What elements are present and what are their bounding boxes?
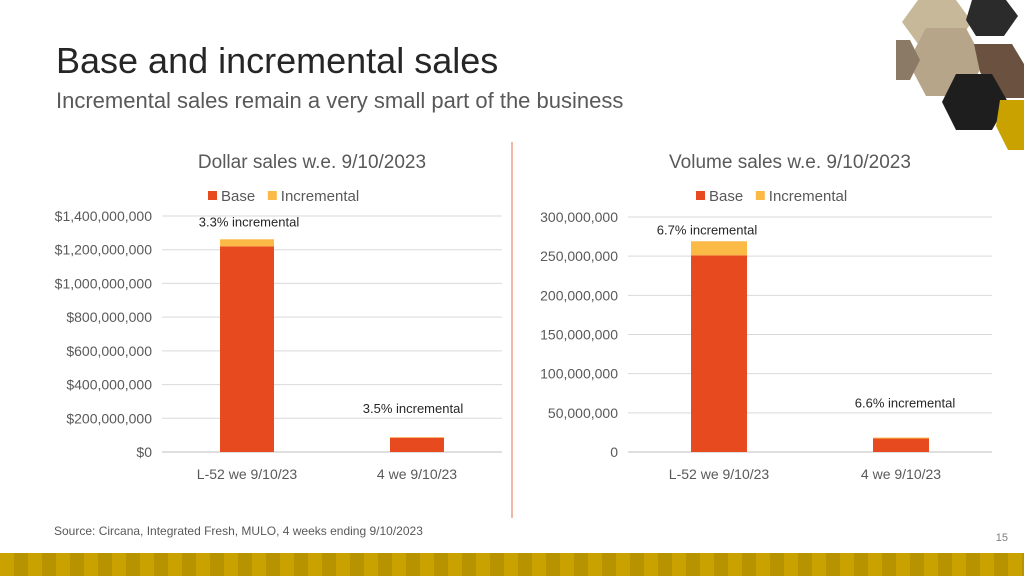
bar-base-2 [390,437,444,452]
y-tick-label: 100,000,000 [540,366,618,382]
y-tick-label: $1,200,000,000 [55,242,153,258]
y-tick-label: $1,000,000,000 [55,275,153,291]
legend-label-incremental: Incremental [769,188,847,205]
bar-annotation-2: 6.6% incremental [855,396,956,411]
bar-incremental-2 [873,437,929,439]
decorative-hexagon-images [896,0,1024,150]
bottom-band [0,553,1024,576]
y-tick-label: $400,000,000 [66,377,152,393]
dollar-sales-chart: Dollar sales w.e. 9/10/2023 Base Increment… [55,152,502,482]
y-tick-label: $600,000,000 [66,343,152,359]
bar-incremental-2 [390,437,444,438]
legend-swatch-base [696,191,705,200]
bar-incremental-1 [691,241,747,256]
y-tick-label: 0 [610,444,618,460]
y-tick-label: $1,400,000,000 [55,208,153,224]
y-tick-label: $200,000,000 [66,410,152,426]
bar-base-1 [691,255,747,452]
y-tick-label: 250,000,000 [540,248,618,264]
legend-label-incremental: Incremental [281,188,359,205]
bar-base-1 [220,246,274,452]
bar-base-2 [873,438,929,452]
bar-annotation-2: 3.5% incremental [363,401,464,416]
legend-swatch-incremental [267,191,277,200]
source-note: Source: Circana, Integrated Fresh, MULO,… [54,524,423,538]
legend-label-base: Base [221,188,255,205]
legend-swatch-base [208,191,217,200]
y-tick-label: $0 [136,444,152,460]
legend-swatch-incremental [755,191,765,200]
chart-legend: Base Incremental [696,188,847,205]
x-category-label: L-52 we 9/10/23 [197,466,298,482]
y-tick-label: 150,000,000 [540,327,618,343]
x-category-label: 4 we 9/10/23 [861,466,941,482]
x-category-label: 4 we 9/10/23 [377,466,457,482]
y-tick-label: 50,000,000 [548,405,618,421]
y-tick-label: $800,000,000 [66,309,152,325]
chart-title: Dollar sales w.e. 9/10/2023 [198,152,426,173]
chart-divider [511,142,513,518]
chart-title: Volume sales w.e. 9/10/2023 [669,152,911,173]
x-category-label: L-52 we 9/10/23 [669,466,770,482]
slide-title: Base and incremental sales [56,40,499,81]
legend-label-base: Base [709,188,743,205]
bar-annotation-1: 6.7% incremental [657,222,758,237]
slide-subtitle: Incremental sales remain a very small pa… [56,88,624,113]
page-number: 15 [995,532,1008,544]
y-tick-label: 200,000,000 [540,287,618,303]
volume-sales-chart: Volume sales w.e. 9/10/2023 Base Increment… [540,152,992,482]
chart-legend: Base Incremental [208,188,359,205]
bar-annotation-1: 3.3% incremental [199,214,300,229]
y-tick-label: 300,000,000 [540,209,618,225]
bar-incremental-1 [220,239,274,247]
